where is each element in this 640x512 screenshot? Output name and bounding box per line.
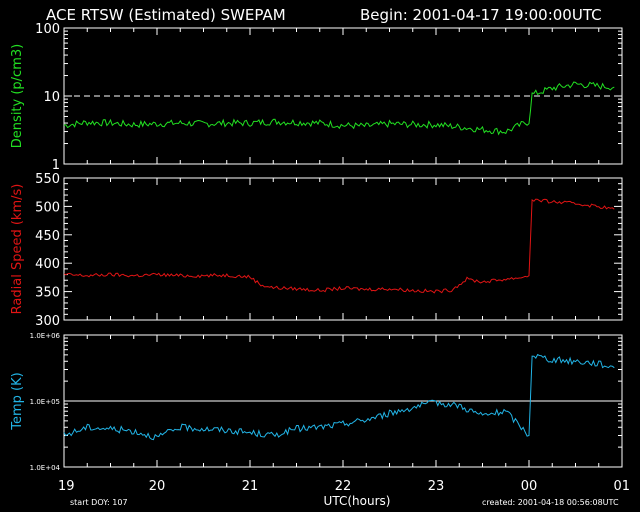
y-tick-label: 300 xyxy=(35,314,60,329)
y-axis-label: Temp (K) xyxy=(10,372,25,430)
y-tick-label: 1.0E+04 xyxy=(30,464,61,472)
x-tick-label: 01 xyxy=(613,479,630,494)
y-tick-label: 100 xyxy=(35,22,60,37)
y-tick-label: 350 xyxy=(35,286,60,301)
density-panel: 1 10 100 Density (p/cm3) xyxy=(10,22,623,173)
series-line xyxy=(63,81,615,136)
x-tick-label: 00 xyxy=(521,479,538,494)
y-tick-label: 550 xyxy=(35,172,60,187)
y-tick-label: 10 xyxy=(43,90,60,105)
series-line xyxy=(63,353,615,441)
x-tick-label: 19 xyxy=(58,479,75,494)
y-axis-label: Density (p/cm3) xyxy=(10,44,25,148)
y-tick-label: 1 xyxy=(52,158,60,173)
y-tick-label: 500 xyxy=(35,200,60,215)
x-tick-label: 23 xyxy=(428,479,445,494)
x-tick-label: 20 xyxy=(149,479,166,494)
series-line xyxy=(63,198,615,294)
x-tick-label: 21 xyxy=(242,479,259,494)
chart-title: ACE RTSW (Estimated) SWEPAM xyxy=(46,6,286,24)
y-tick-label: 450 xyxy=(35,229,60,244)
created-time: created: 2001-04-18 00:56:08UTC xyxy=(482,498,619,507)
speed-panel: 300 350 400 450 500 550 Radial Speed (km/s) xyxy=(10,172,623,329)
x-tick-label: 22 xyxy=(335,479,352,494)
y-tick-label: 1.0E+06 xyxy=(30,332,61,340)
start-doy: start DOY: 107 xyxy=(70,498,128,507)
y-tick-label: 400 xyxy=(35,257,60,272)
temp-panel: 1.0E+04 1.0E+05 1.0E+06 Temp (K) 19 20 21 22 23 0… xyxy=(10,332,630,508)
y-axis-label: Radial Speed (km/s) xyxy=(10,184,25,315)
y-tick-label: 1.0E+05 xyxy=(30,398,60,406)
begin-time: Begin: 2001-04-17 19:00:00UTC xyxy=(360,6,602,24)
x-axis-label: UTC(hours) xyxy=(324,494,391,508)
